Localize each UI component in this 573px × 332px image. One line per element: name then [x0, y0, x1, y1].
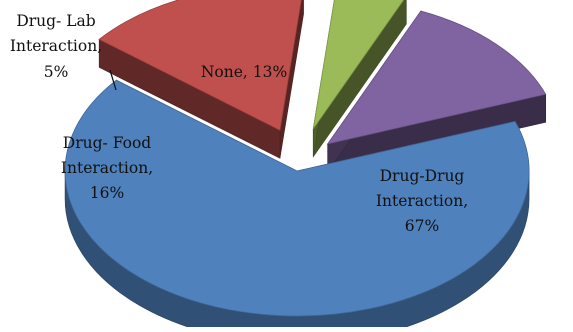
slice-drug-food-interaction: [98, 0, 302, 131]
data-label-drug-lab-interaction: Drug- Lab: [16, 12, 95, 30]
pie-tops: [64, 0, 547, 317]
data-label-none: None, 13%: [201, 63, 287, 81]
data-label-drug-drug-interaction: Interaction,: [376, 192, 468, 210]
slice-none: [326, 10, 547, 145]
slice-drug-drug-interaction: [64, 79, 530, 317]
leader-line-drug-lab: [109, 69, 117, 91]
data-label-drug-food-interaction: 16%: [90, 184, 124, 202]
data-label-drug-drug-interaction: Drug-Drug: [380, 167, 465, 185]
data-label-drug-food-interaction: Interaction,: [61, 159, 153, 177]
data-label-drug-lab-interaction: Interaction,: [10, 37, 102, 55]
data-label-drug-lab-interaction: 5%: [44, 63, 69, 81]
data-label-drug-food-interaction: Drug- Food: [63, 134, 151, 152]
pie-labels: Drug-Drug Interaction, 67% Drug- Food Intera…: [10, 12, 468, 235]
data-label-drug-drug-interaction: 67%: [405, 217, 439, 235]
slice-drug-lab-interaction: [312, 0, 405, 130]
